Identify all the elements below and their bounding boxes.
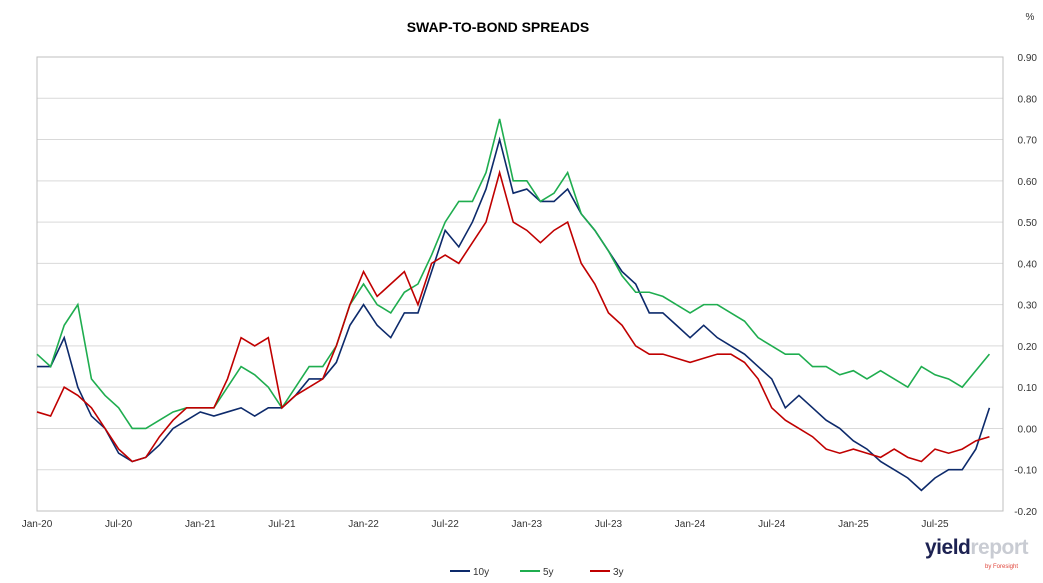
y-tick-label: 0.30 — [1018, 301, 1038, 312]
x-tick-label: Jul-20 — [105, 519, 133, 530]
x-tick-label: Jul-21 — [268, 519, 296, 530]
logo-text-yield: yield — [925, 536, 971, 559]
x-tick-label: Jul-23 — [595, 519, 623, 530]
x-tick-label: Jan-23 — [512, 519, 543, 530]
x-tick-label: Jul-24 — [758, 519, 786, 530]
legend-label-5y: 5y — [543, 567, 554, 578]
y-tick-label: -0.20 — [1014, 507, 1037, 518]
legend: 10y 5y 3y — [450, 567, 624, 578]
y-tick-label: 0.40 — [1018, 259, 1038, 270]
chart-title: SWAP-TO-BOND SPREADS — [407, 19, 590, 35]
y-tick-label: 0.50 — [1018, 218, 1038, 229]
x-tick-label: Jan-22 — [348, 519, 379, 530]
logo-byline: by Foresight — [985, 564, 1019, 570]
yieldreport-logo: yieldreport — [925, 536, 1029, 559]
series-line-3y — [36, 169, 990, 463]
y-tick-label: 0.20 — [1018, 342, 1038, 353]
x-tick-label: Jan-24 — [675, 519, 706, 530]
y-tick-label: 0.00 — [1018, 424, 1038, 435]
legend-label-10y: 10y — [473, 567, 489, 578]
legend-label-3y: 3y — [613, 567, 624, 578]
y-tick-label: -0.10 — [1014, 466, 1037, 477]
y-tick-label: 0.10 — [1018, 383, 1038, 394]
y-tick-label: 0.70 — [1018, 136, 1038, 147]
x-tick-label: Jan-25 — [838, 519, 869, 530]
x-tick-label: Jul-22 — [432, 519, 460, 530]
logo-text-report: report — [970, 536, 1029, 559]
x-tick-label: Jan-21 — [185, 519, 216, 530]
x-tick-label: Jan-20 — [22, 519, 53, 530]
plot-area — [36, 56, 1004, 512]
x-tick-label: Jul-25 — [921, 519, 949, 530]
y-tick-label: 0.80 — [1018, 94, 1038, 105]
y-tick-label: 0.60 — [1018, 177, 1038, 188]
series-line-10y — [37, 136, 991, 492]
y-axis-unit: % — [1026, 12, 1035, 23]
series-line-5y — [36, 118, 991, 430]
y-tick-label: 0.90 — [1018, 53, 1038, 64]
